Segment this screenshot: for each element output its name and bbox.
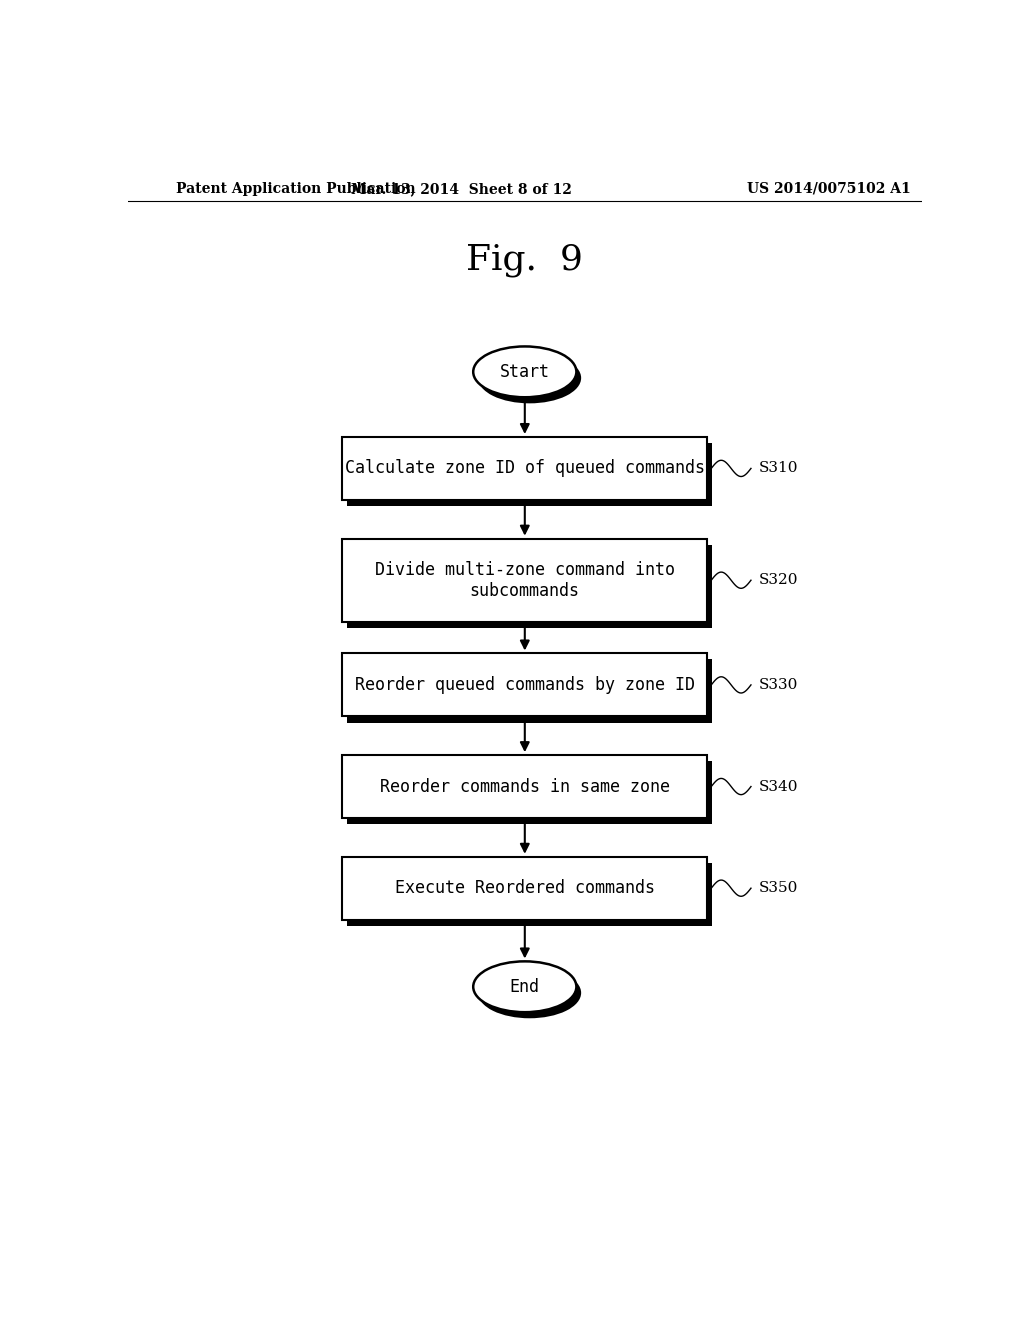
Ellipse shape [473,346,577,397]
Text: Fig.  9: Fig. 9 [466,243,584,277]
Text: S330: S330 [759,678,799,692]
Bar [347,863,712,925]
Bar [342,857,708,920]
Text: Divide multi-zone command into
subcommands: Divide multi-zone command into subcomman… [375,561,675,599]
Text: End: End [510,978,540,995]
Ellipse shape [478,352,582,404]
Bar [347,660,712,722]
Text: US 2014/0075102 A1: US 2014/0075102 A1 [748,182,910,195]
Text: Reorder queued commands by zone ID: Reorder queued commands by zone ID [354,676,695,694]
Ellipse shape [473,961,577,1012]
Bar [347,762,712,824]
Text: S350: S350 [759,882,799,895]
Text: Patent Application Publication: Patent Application Publication [176,182,416,195]
Ellipse shape [478,968,582,1018]
Text: Start: Start [500,363,550,381]
Bar [347,545,712,628]
Text: S310: S310 [759,462,799,475]
Bar [342,755,708,818]
Text: S340: S340 [759,780,799,793]
Bar [342,539,708,622]
Bar [342,437,708,500]
Bar [342,653,708,717]
Bar [347,444,712,506]
Text: Execute Reordered commands: Execute Reordered commands [395,879,654,898]
Text: Mar. 13, 2014  Sheet 8 of 12: Mar. 13, 2014 Sheet 8 of 12 [351,182,571,195]
Text: Calculate zone ID of queued commands: Calculate zone ID of queued commands [345,459,705,478]
Text: S320: S320 [759,573,799,587]
Text: Reorder commands in same zone: Reorder commands in same zone [380,777,670,796]
